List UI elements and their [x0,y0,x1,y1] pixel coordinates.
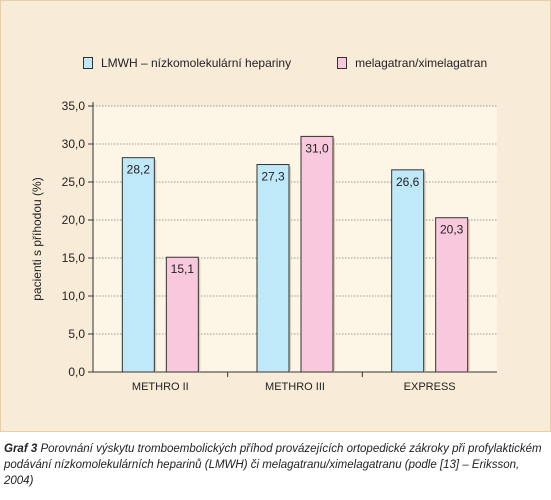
legend-item-melagatran: melagatran/ximelagatran [337,56,487,70]
bar-melagatran [300,135,334,373]
bar-melagatran [435,217,469,373]
bar-lmwh [391,169,425,373]
bar-lmwh [121,157,155,373]
data-label: 26,6 [396,175,420,189]
data-label: 31,0 [305,141,329,155]
y-axis-label: pacienti s příhodou (%) [30,177,44,300]
legend-swatch-melagatran [337,57,348,69]
figure-caption: Graf 3 Porovnání výskytu tromboembolický… [4,441,549,489]
data-label: 27,3 [261,170,285,184]
data-label: 20,3 [440,223,464,237]
x-tick-label: METHRO II [132,381,189,393]
x-tick-label: METHRO III [265,381,325,393]
bar-melagatran [165,256,199,373]
data-label: 28,2 [127,163,151,177]
bar-lmwh [256,164,290,373]
bar-chart: 0,0 5,0 10,0 15,0 20,0 25,0 30,0 35,0 pacienti s… [30,99,497,393]
y-tick-label: 25,0 [62,175,86,189]
legend-swatch-lmwh [83,57,93,69]
y-tick-label: 0,0 [68,365,85,379]
y-tick-label: 35,0 [62,99,86,113]
x-tick-label: EXPRESS [404,381,456,393]
y-tick-label: 15,0 [62,251,86,265]
data-label: 15,1 [171,262,195,276]
y-tick-label: 10,0 [62,289,86,303]
y-tick-label: 30,0 [62,137,86,151]
legend: LMWH – nízkomolekulární hepariny melagat… [83,55,533,71]
caption-text: Porovnání výskytu tromboembolických příh… [4,443,542,487]
y-tick-label: 20,0 [62,213,86,227]
legend-label-melagatran: melagatran/ximelagatran [355,56,488,70]
y-tick-label: 5,0 [68,327,85,341]
plot-area [93,106,497,372]
chart-panel: 0,0 5,0 10,0 15,0 20,0 25,0 30,0 35,0 pacienti s… [0,0,551,432]
legend-label-lmwh: LMWH – nízkomolekulární hepariny [101,56,292,70]
caption-figure-label: Graf 3 [4,443,38,455]
legend-item-lmwh: LMWH – nízkomolekulární hepariny [83,56,291,70]
